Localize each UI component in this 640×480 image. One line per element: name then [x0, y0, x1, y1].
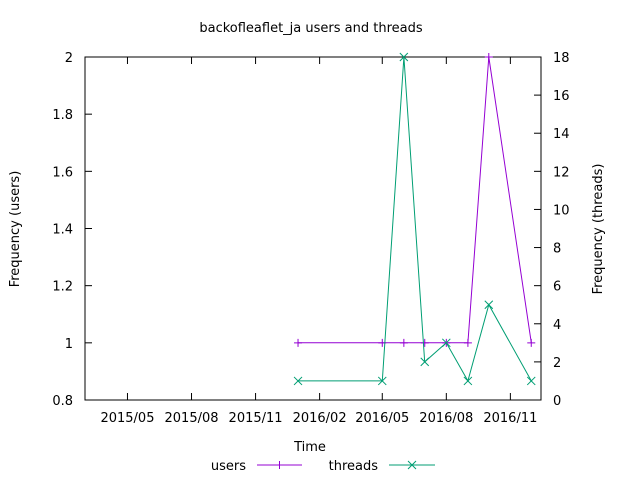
- legend-label-threads: threads: [329, 459, 379, 474]
- right-tick-label: 16: [553, 89, 570, 104]
- users-data-point: [463, 338, 472, 347]
- right-tick-label: 10: [553, 203, 570, 218]
- x-tick-label: 2016/08: [419, 411, 473, 426]
- users-data-point: [420, 338, 429, 347]
- right-tick-label: 14: [553, 127, 570, 142]
- legend-marker-threads: [407, 460, 417, 470]
- users-data-point: [399, 338, 408, 347]
- left-tick-label: 1.2: [52, 280, 73, 295]
- threads-series-line: [298, 56, 532, 383]
- x-axis-label: Time: [293, 440, 326, 455]
- left-tick-label: 1.4: [52, 223, 73, 238]
- right-tick-label: 12: [553, 165, 570, 180]
- right-axis-ticks: 0 2 4 6 8 10 12 14 16 18: [534, 51, 570, 409]
- users-series-line: [298, 56, 532, 344]
- chart-title: backofleaflet_ja users and threads: [199, 21, 422, 36]
- left-tick-label: 1: [65, 337, 73, 352]
- x-tick-label: 2016/02: [293, 411, 347, 426]
- x-tick-label: 2016/11: [483, 411, 537, 426]
- x-tick-label: 2016/05: [355, 411, 409, 426]
- right-tick-label: 8: [553, 242, 561, 257]
- users-data-point: [294, 338, 303, 347]
- plot-frame: [84, 56, 542, 401]
- series-layer: [293, 52, 536, 386]
- legend-label-users: users: [211, 459, 246, 474]
- x-tick-label: 2015/11: [229, 411, 283, 426]
- y-axis-label-left: Frequency (users): [8, 171, 23, 288]
- threads-data-point: [377, 376, 387, 386]
- left-tick-label: 0.8: [52, 394, 73, 409]
- legend: users threads: [211, 459, 435, 474]
- threads-data-point: [463, 376, 473, 386]
- threads-data-point: [293, 376, 303, 386]
- x-axis-ticks: 2015/05 2015/08 2015/11 2016/02 2016/05 2016/…: [100, 57, 537, 426]
- right-tick-label: 2: [553, 356, 561, 371]
- threads-data-point: [441, 338, 451, 348]
- threads-data-point: [484, 300, 494, 310]
- x-tick-label: 2015/08: [165, 411, 219, 426]
- left-tick-label: 2: [65, 51, 73, 66]
- threads-data-point: [420, 357, 430, 367]
- legend-marker-users: [275, 461, 284, 469]
- threads-data-point: [399, 52, 409, 62]
- threads-data-point: [526, 376, 536, 386]
- right-tick-label: 6: [553, 280, 561, 295]
- y-axis-label-right: Frequency (threads): [591, 164, 606, 295]
- right-tick-label: 0: [553, 394, 561, 409]
- users-data-point: [527, 338, 536, 347]
- right-tick-label: 4: [553, 318, 561, 333]
- x-tick-label: 2015/05: [100, 411, 154, 426]
- right-tick-label: 18: [553, 51, 570, 66]
- left-tick-label: 1.8: [52, 108, 73, 123]
- left-axis-ticks: 0.8 1 1.2 1.4 1.6 1.8 2: [52, 51, 92, 409]
- users-data-point: [484, 53, 493, 61]
- left-tick-label: 1.6: [52, 165, 73, 180]
